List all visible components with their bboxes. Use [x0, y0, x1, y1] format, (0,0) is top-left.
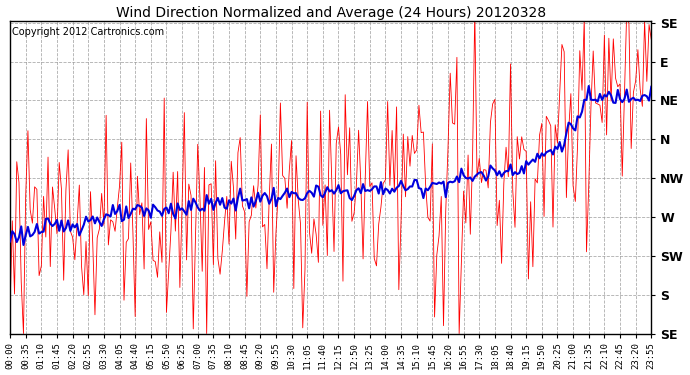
Text: Copyright 2012 Cartronics.com: Copyright 2012 Cartronics.com — [12, 27, 164, 37]
Title: Wind Direction Normalized and Average (24 Hours) 20120328: Wind Direction Normalized and Average (2… — [116, 6, 546, 20]
